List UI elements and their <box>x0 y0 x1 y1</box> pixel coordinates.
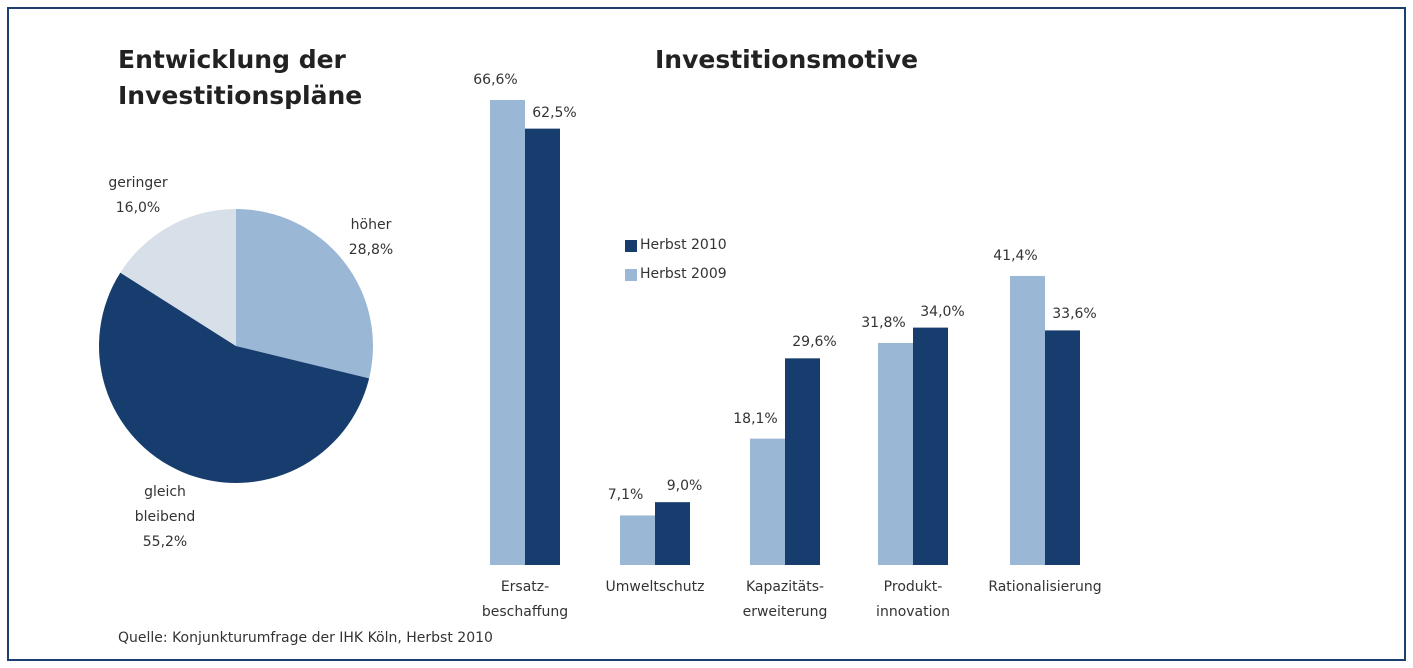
bar <box>750 438 785 565</box>
pie-slice <box>236 209 373 379</box>
bar <box>1045 330 1080 565</box>
x-tick-label: Produkt-innovation <box>876 579 950 620</box>
slice-name: gleich bleibend <box>134 484 196 525</box>
x-tick-label: Kapazitäts-erweiterung <box>742 579 828 620</box>
data-label: 33,6% <box>1052 306 1097 323</box>
frame <box>7 7 1406 661</box>
legend-swatch <box>625 240 637 252</box>
bar-title: Investitionsmotive <box>655 45 919 74</box>
slice-label: gleich bleibend 55,2% <box>130 480 200 555</box>
bar <box>525 128 560 565</box>
bar <box>655 502 690 565</box>
bar <box>1010 275 1045 565</box>
slice-value: 55,2% <box>142 534 188 550</box>
x-tick-label: Ersatz-beschaffung <box>481 579 569 620</box>
data-label: 66,6% <box>473 72 518 88</box>
pie-title: Entwicklung der Investitionspläne <box>118 45 363 110</box>
data-label: 62,5% <box>532 104 577 121</box>
x-tick-label: Umweltschutz <box>605 579 705 595</box>
data-label: 9,0% <box>666 478 703 495</box>
slice-value: 16,0% <box>115 200 161 216</box>
bar <box>490 100 525 565</box>
legend-label: Herbst 2010 <box>640 237 727 253</box>
data-label: 29,6% <box>792 334 837 351</box>
data-label: 31,8% <box>861 314 906 331</box>
pie-slice <box>98 272 370 484</box>
slice-name: höher <box>350 217 392 233</box>
slice-label: höher 28,8% <box>336 213 406 263</box>
data-label: 18,1% <box>733 410 778 427</box>
legend-swatch <box>625 269 637 281</box>
data-label: 34,0% <box>920 303 965 320</box>
bar <box>878 342 913 565</box>
source: Quelle: Konjunkturumfrage der IHK Köln, … <box>118 630 493 646</box>
bar <box>620 515 655 565</box>
legend-label: Herbst 2009 <box>640 266 727 282</box>
slice-value: 28,8% <box>348 242 394 258</box>
data-label: 41,4% <box>993 247 1038 264</box>
bar <box>785 358 820 565</box>
slice-name: geringer <box>108 175 168 191</box>
pie-slice <box>120 209 236 346</box>
x-tick-label: Rationalisierung <box>988 579 1102 595</box>
slice-label: geringer 16,0% <box>103 171 173 221</box>
data-label: 7,1% <box>607 487 644 504</box>
bar <box>913 327 948 565</box>
